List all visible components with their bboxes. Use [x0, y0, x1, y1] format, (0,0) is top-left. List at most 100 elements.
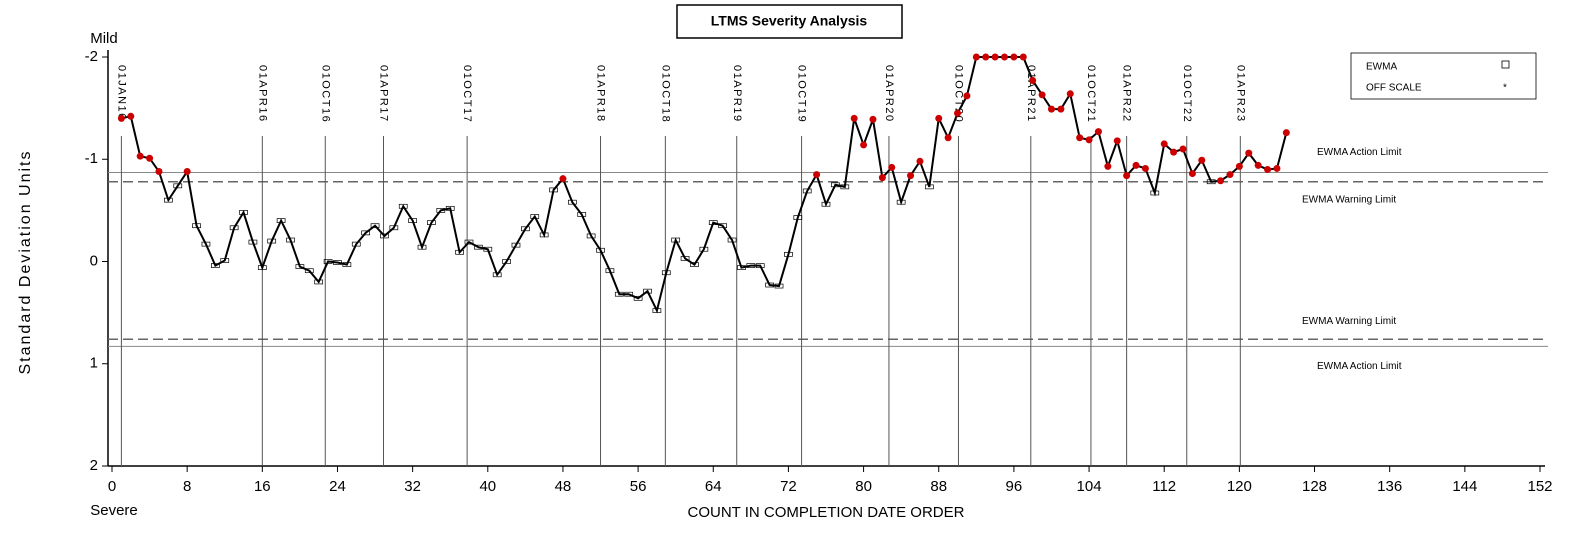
- alarm-point: [1254, 161, 1262, 169]
- point: [511, 242, 521, 248]
- alarm-point: [1123, 172, 1131, 180]
- point: [530, 214, 540, 219]
- date-label: 01OCT17: [461, 65, 473, 123]
- point: [577, 212, 587, 217]
- x-tick-label: 56: [630, 478, 647, 495]
- date-label: 01OCT20: [953, 65, 965, 123]
- point: [502, 259, 511, 264]
- alarm-point: [1001, 53, 1008, 61]
- point: [624, 291, 634, 297]
- alarm-point: [559, 175, 567, 183]
- date-label: 01OCT19: [796, 65, 808, 123]
- point: [802, 188, 812, 194]
- alarm-point: [155, 168, 163, 176]
- y-top-label: Mild: [90, 30, 118, 47]
- point: [361, 230, 371, 236]
- point: [605, 268, 615, 274]
- series-line: [121, 56, 1288, 314]
- date-label: 01APR16: [256, 65, 268, 123]
- alarm-point: [1217, 177, 1225, 185]
- alarm-point: [813, 171, 821, 179]
- x-tick-label: 128: [1302, 478, 1327, 495]
- x-tick-label: 0: [108, 478, 116, 495]
- point: [351, 241, 361, 247]
- alarm-point: [1273, 164, 1281, 172]
- alarm-point: [1113, 137, 1121, 145]
- point: [708, 220, 718, 225]
- limit-label: EWMA Warning Limit: [1302, 194, 1396, 205]
- alarm-point: [878, 174, 886, 182]
- alarm-point: [935, 114, 943, 122]
- alarm-point: [1179, 145, 1187, 153]
- point: [1150, 190, 1160, 196]
- limit-label: EWMA Warning Limit: [1302, 316, 1396, 327]
- alarm-point: [1104, 162, 1112, 170]
- alarm-point: [1141, 164, 1149, 172]
- alarm-point: [944, 134, 952, 142]
- point: [840, 184, 850, 190]
- point: [690, 262, 699, 267]
- point: [924, 184, 934, 190]
- date-label: 01OCT16: [319, 65, 331, 123]
- point: [896, 199, 906, 205]
- y-bottom-label: Severe: [90, 502, 138, 519]
- legend-label: EWMA: [1366, 62, 1397, 73]
- alarm-point: [1047, 105, 1055, 113]
- y-tick-label: 0: [90, 252, 98, 269]
- y-tick-label: 2: [90, 457, 98, 474]
- x-axis-label: COUNT IN COMPLETION DATE ORDER: [688, 504, 965, 521]
- legend-symbol: [1501, 60, 1510, 69]
- alarm-point: [869, 115, 877, 123]
- x-tick-label: 104: [1077, 478, 1102, 495]
- alarm-point: [127, 112, 135, 120]
- point: [718, 223, 728, 229]
- alarm-point: [1188, 170, 1196, 178]
- legend-label: OFF SCALE: [1366, 83, 1422, 94]
- alarm-point: [1282, 129, 1290, 137]
- alarm-point: [963, 92, 971, 100]
- alarm-point: [860, 141, 868, 149]
- point: [633, 295, 643, 301]
- alarm-point: [1029, 77, 1037, 85]
- point: [455, 249, 464, 255]
- x-tick-label: 120: [1227, 478, 1252, 495]
- x-tick-label: 64: [705, 478, 722, 495]
- point: [614, 291, 624, 297]
- point: [164, 197, 173, 203]
- point: [239, 210, 248, 215]
- point: [549, 187, 558, 193]
- date-label: 01APR19: [731, 65, 743, 123]
- alarm-point: [1245, 149, 1253, 157]
- point: [464, 239, 474, 245]
- x-tick-label: 144: [1452, 478, 1477, 495]
- x-tick-label: 24: [329, 478, 346, 495]
- x-tick-label: 152: [1527, 478, 1552, 495]
- date-label: 01APR22: [1121, 65, 1133, 123]
- point: [784, 251, 793, 257]
- alarm-point: [1160, 140, 1168, 148]
- alarm-point: [991, 53, 999, 61]
- date-label: 01APR23: [1234, 65, 1246, 123]
- point: [380, 233, 389, 239]
- point: [831, 182, 840, 188]
- limit-label: EWMA Action Limit: [1317, 147, 1402, 158]
- alarm-point: [972, 53, 980, 61]
- point: [314, 279, 324, 285]
- alarm-point: [982, 53, 990, 61]
- point: [220, 258, 230, 263]
- point: [661, 270, 671, 276]
- point: [342, 262, 352, 267]
- alarm-point: [117, 114, 125, 122]
- point: [727, 237, 737, 243]
- point: [652, 308, 662, 313]
- x-tick-label: 48: [555, 478, 572, 495]
- point: [408, 218, 417, 223]
- point: [370, 223, 380, 229]
- alarm-point: [954, 109, 962, 117]
- date-label: 01OCT21: [1085, 65, 1097, 123]
- point: [671, 237, 681, 243]
- point: [474, 244, 483, 250]
- limit-label: EWMA Action Limit: [1317, 361, 1402, 372]
- y-tick-label: -2: [85, 48, 98, 65]
